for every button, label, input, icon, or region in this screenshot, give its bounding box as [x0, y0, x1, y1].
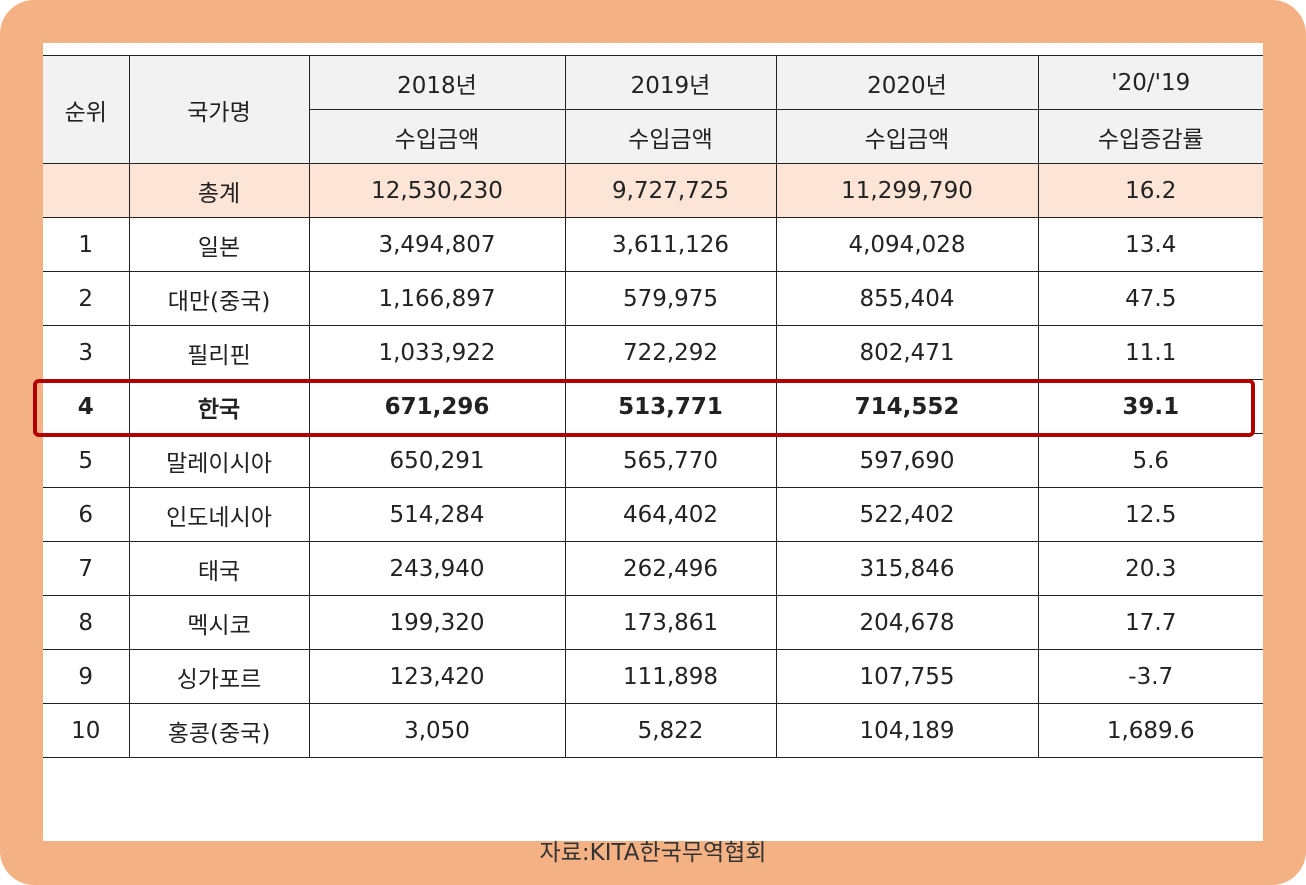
country-cell: 인도네시아: [128, 487, 310, 542]
rate-cell: 39.1: [1037, 379, 1263, 434]
table-row: 2 대만(중국) 1,166,897 579,975 855,404 47.5: [43, 271, 1263, 326]
header-year-2019: 2019년: [564, 55, 777, 110]
value-2018-cell: 650,291: [308, 433, 566, 488]
value-2020-cell: 104,189: [775, 703, 1039, 758]
table-row: 9 싱가포르 123,420 111,898 107,755 -3.7: [43, 649, 1263, 704]
country-cell: 멕시코: [128, 595, 310, 650]
value-2019-cell: 3,611,126: [564, 217, 777, 272]
value-2018-cell: 123,420: [308, 649, 566, 704]
country-cell: 말레이시아: [128, 433, 310, 488]
header-row-subs: 수입금액 수입금액 수입금액 수입증감률: [43, 109, 1263, 164]
value-2018-cell: 3,494,807: [308, 217, 566, 272]
value-2019-cell: 111,898: [564, 649, 777, 704]
rate-cell: 11.1: [1037, 325, 1263, 380]
rate-cell: 12.5: [1037, 487, 1263, 542]
value-2018-cell: 1,166,897: [308, 271, 566, 326]
rate-cell: 17.7: [1037, 595, 1263, 650]
rank-cell: 2: [43, 271, 130, 326]
table-row: 1 일본 3,494,807 3,611,126 4,094,028 13.4: [43, 217, 1263, 272]
value-2019-cell: 5,822: [564, 703, 777, 758]
rate-cell: 13.4: [1037, 217, 1263, 272]
country-cell: 싱가포르: [128, 649, 310, 704]
total-rank: [43, 163, 130, 218]
header-country: 국가명: [128, 55, 310, 164]
table-row: 8 멕시코 199,320 173,861 204,678 17.7: [43, 595, 1263, 650]
table-row: 3 필리핀 1,033,922 722,292 802,471 11.1: [43, 325, 1263, 380]
value-2019-cell: 513,771: [564, 379, 777, 434]
table-row: 6 인도네시아 514,284 464,402 522,402 12.5: [43, 487, 1263, 542]
country-cell: 일본: [128, 217, 310, 272]
header-sub-2020: 수입금액: [775, 109, 1039, 164]
header-year-2018: 2018년: [308, 55, 566, 110]
header-rank: 순위: [43, 55, 130, 164]
rank-cell: 4: [43, 379, 130, 434]
value-2019-cell: 464,402: [564, 487, 777, 542]
header-year-change: '20/'19: [1037, 55, 1263, 110]
rank-cell: 10: [43, 703, 130, 758]
header-year-2020: 2020년: [775, 55, 1039, 110]
value-2019-cell: 722,292: [564, 325, 777, 380]
rate-cell: 5.6: [1037, 433, 1263, 488]
import-table: 순위 국가명 2018년 2019년 2020년 '20/'19 수입금액 수입…: [43, 55, 1263, 758]
total-rate: 16.2: [1037, 163, 1263, 218]
source-note: 자료:KITA한국무역협회: [539, 840, 767, 866]
value-2020-cell: 204,678: [775, 595, 1039, 650]
country-cell: 대만(중국): [128, 271, 310, 326]
total-label: 총계: [128, 163, 310, 218]
value-2020-cell: 855,404: [775, 271, 1039, 326]
table-row: 5 말레이시아 650,291 565,770 597,690 5.6: [43, 433, 1263, 488]
rank-cell: 7: [43, 541, 130, 596]
value-2018-cell: 3,050: [308, 703, 566, 758]
total-2018: 12,530,230: [308, 163, 566, 218]
rate-cell: 20.3: [1037, 541, 1263, 596]
value-2019-cell: 565,770: [564, 433, 777, 488]
rank-cell: 6: [43, 487, 130, 542]
header-sub-2019: 수입금액: [564, 109, 777, 164]
value-2020-cell: 315,846: [775, 541, 1039, 596]
rank-cell: 5: [43, 433, 130, 488]
rate-cell: -3.7: [1037, 649, 1263, 704]
header-sub-change: 수입증감률: [1037, 109, 1263, 164]
header-row-years: 순위 국가명 2018년 2019년 2020년 '20/'19: [43, 55, 1263, 164]
country-cell: 필리핀: [128, 325, 310, 380]
rank-cell: 3: [43, 325, 130, 380]
table-row: 4 한국 671,296 513,771 714,552 39.1: [43, 379, 1263, 434]
total-row: 총계 12,530,230 9,727,725 11,299,790 16.2: [43, 163, 1263, 218]
value-2019-cell: 579,975: [564, 271, 777, 326]
value-2018-cell: 199,320: [308, 595, 566, 650]
value-2020-cell: 522,402: [775, 487, 1039, 542]
total-2019: 9,727,725: [564, 163, 777, 218]
value-2020-cell: 597,690: [775, 433, 1039, 488]
table-row: 10 홍콩(중국) 3,050 5,822 104,189 1,689.6: [43, 703, 1263, 758]
value-2020-cell: 107,755: [775, 649, 1039, 704]
table-row: 7 태국 243,940 262,496 315,846 20.3: [43, 541, 1263, 596]
table-sheet: 순위 국가명 2018년 2019년 2020년 '20/'19 수입금액 수입…: [43, 43, 1263, 866]
value-2020-cell: 714,552: [775, 379, 1039, 434]
header-sub-2018: 수입금액: [308, 109, 566, 164]
value-2019-cell: 262,496: [564, 541, 777, 596]
country-cell: 홍콩(중국): [128, 703, 310, 758]
rank-cell: 9: [43, 649, 130, 704]
rank-cell: 1: [43, 217, 130, 272]
value-2018-cell: 671,296: [308, 379, 566, 434]
rank-cell: 8: [43, 595, 130, 650]
rate-cell: 1,689.6: [1037, 703, 1263, 758]
country-cell: 태국: [128, 541, 310, 596]
value-2018-cell: 243,940: [308, 541, 566, 596]
value-2018-cell: 1,033,922: [308, 325, 566, 380]
total-2020: 11,299,790: [775, 163, 1039, 218]
value-2020-cell: 4,094,028: [775, 217, 1039, 272]
rate-cell: 47.5: [1037, 271, 1263, 326]
value-2018-cell: 514,284: [308, 487, 566, 542]
value-2020-cell: 802,471: [775, 325, 1039, 380]
country-cell: 한국: [128, 379, 310, 434]
value-2019-cell: 173,861: [564, 595, 777, 650]
